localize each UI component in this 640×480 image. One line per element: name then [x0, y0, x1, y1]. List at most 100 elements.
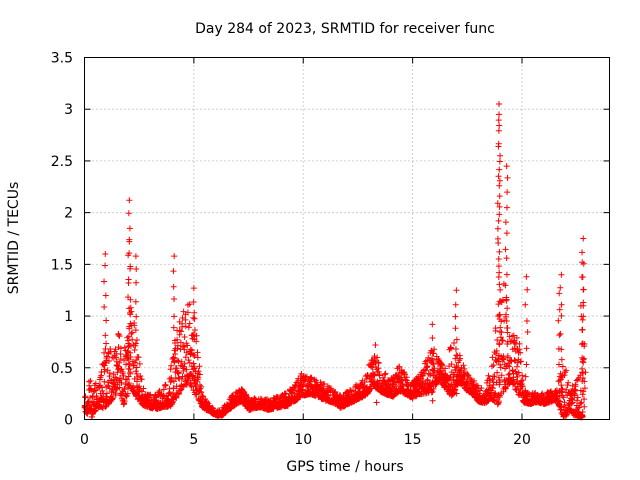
- data-point: [495, 301, 502, 308]
- data-point: [126, 366, 133, 373]
- data-point: [497, 364, 504, 371]
- data-point: [581, 340, 588, 347]
- data-point: [396, 363, 403, 370]
- grid-lines: [84, 57, 610, 420]
- data-point: [191, 309, 198, 316]
- data-point: [127, 311, 134, 318]
- data-point: [103, 317, 110, 324]
- data-point: [126, 238, 133, 245]
- data-point: [181, 360, 188, 367]
- data-point: [191, 336, 198, 343]
- y-tick-label: 1.5: [51, 257, 73, 273]
- data-point: [172, 350, 179, 357]
- data-point: [103, 340, 110, 347]
- data-point: [580, 355, 587, 362]
- data-point: [125, 381, 132, 388]
- data-point: [497, 334, 504, 341]
- data-point: [491, 373, 498, 380]
- data-point: [102, 292, 109, 299]
- data-point: [186, 320, 193, 327]
- data-point: [131, 322, 138, 329]
- data-point: [138, 388, 145, 395]
- data-point: [135, 391, 142, 398]
- data-point: [307, 374, 314, 381]
- data-point: [485, 372, 492, 379]
- data-point: [179, 323, 186, 330]
- data-point: [504, 174, 511, 181]
- data-point: [185, 357, 192, 364]
- data-point: [496, 193, 503, 200]
- data-point: [515, 369, 522, 376]
- data-point: [126, 325, 133, 332]
- data-point: [116, 333, 123, 340]
- data-point: [190, 314, 197, 321]
- data-point: [116, 384, 123, 391]
- data-point: [117, 345, 124, 352]
- data-point: [126, 305, 133, 312]
- data-point: [579, 340, 586, 347]
- data-point: [125, 333, 132, 340]
- data-point: [183, 366, 190, 373]
- data-point: [109, 395, 116, 402]
- data-point: [461, 365, 468, 372]
- data-point: [504, 325, 511, 332]
- data-point: [114, 369, 121, 376]
- x-tick-label: 20: [513, 432, 531, 448]
- data-point: [581, 385, 588, 392]
- data-point: [166, 389, 173, 396]
- data-point: [522, 387, 529, 394]
- data-point: [556, 392, 563, 399]
- data-point: [555, 317, 562, 324]
- data-point: [522, 301, 529, 308]
- data-point: [92, 380, 99, 387]
- data-point: [125, 252, 132, 259]
- data-point: [302, 374, 309, 381]
- data-point: [424, 363, 431, 370]
- data-point: [96, 384, 103, 391]
- data-point: [496, 352, 503, 359]
- data-point: [160, 386, 167, 393]
- data-point: [568, 400, 575, 407]
- data-point: [91, 408, 98, 415]
- data-point: [171, 253, 178, 260]
- data-point: [514, 363, 521, 370]
- data-point: [103, 357, 110, 364]
- data-point: [429, 321, 436, 328]
- data-point: [125, 210, 132, 217]
- data-point: [574, 394, 581, 401]
- data-point: [558, 382, 565, 389]
- data-point: [189, 372, 196, 379]
- data-point: [446, 374, 453, 381]
- data-point: [496, 111, 503, 118]
- data-point: [580, 302, 587, 309]
- data-point: [185, 324, 192, 331]
- data-point: [118, 366, 125, 373]
- data-point: [125, 337, 132, 344]
- data-point: [118, 379, 125, 386]
- data-point: [451, 387, 458, 394]
- data-point: [347, 386, 354, 393]
- data-point: [112, 346, 119, 353]
- y-tick-label: 0.5: [51, 361, 73, 377]
- data-point: [492, 390, 499, 397]
- data-point: [194, 354, 201, 361]
- data-point: [496, 182, 503, 189]
- data-point: [170, 324, 177, 331]
- data-point: [579, 326, 586, 333]
- y-tick-label: 3.5: [51, 51, 73, 67]
- data-point: [103, 390, 110, 397]
- data-point: [503, 230, 510, 237]
- data-point: [557, 330, 564, 337]
- data-point: [168, 362, 175, 369]
- data-point: [580, 359, 587, 366]
- x-tick-label: 5: [189, 432, 198, 448]
- data-point: [371, 372, 378, 379]
- data-point: [178, 328, 185, 335]
- data-point: [452, 346, 459, 353]
- data-point: [496, 341, 503, 348]
- data-point: [373, 385, 380, 392]
- data-point: [453, 363, 460, 370]
- data-point: [524, 286, 531, 293]
- data-point: [558, 356, 565, 363]
- data-point: [127, 296, 134, 303]
